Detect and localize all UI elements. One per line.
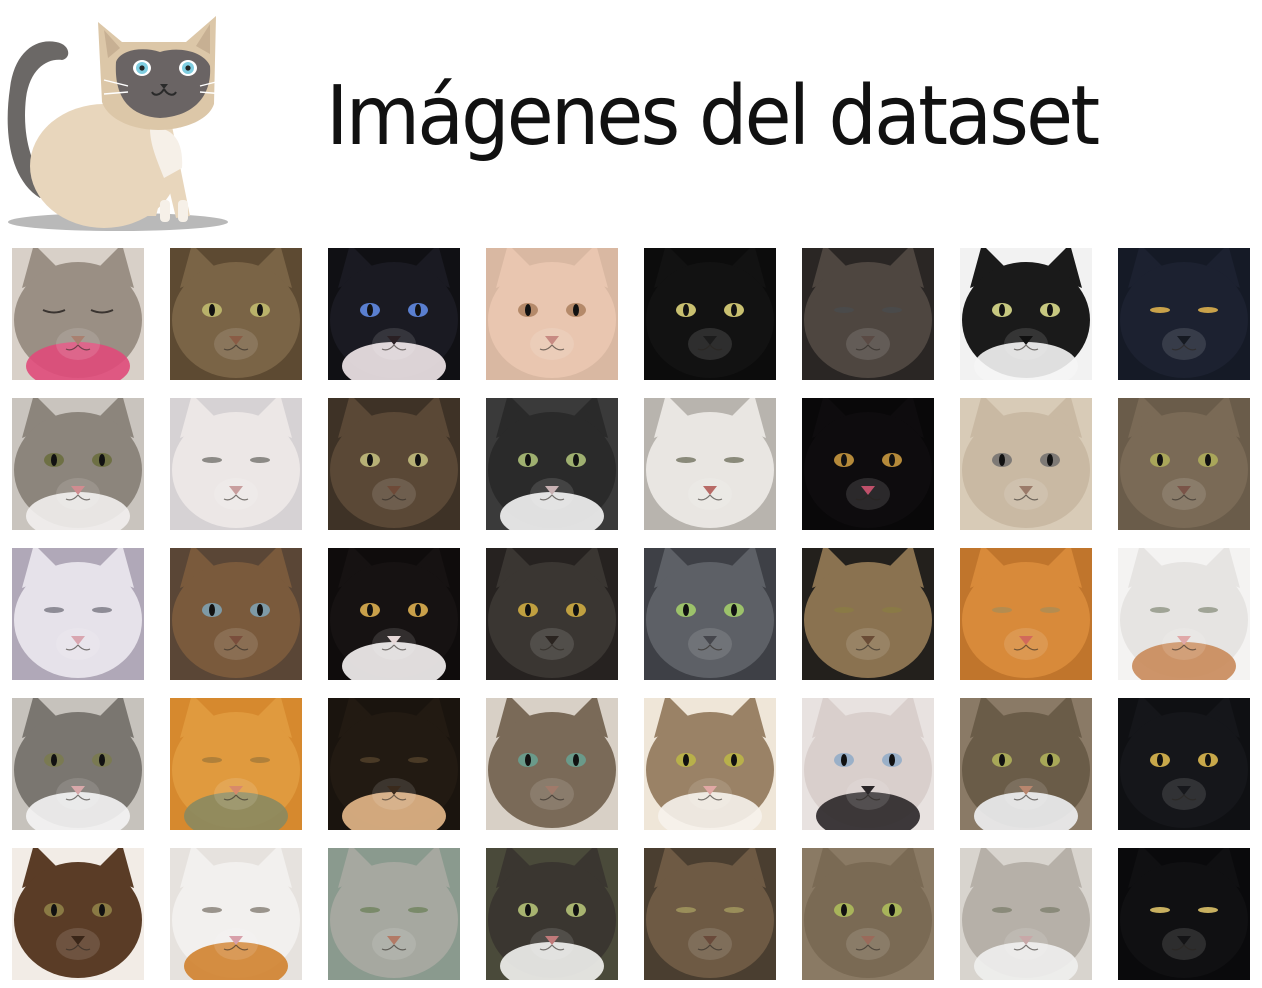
cat-face-image <box>960 248 1092 380</box>
cat-image-tile <box>486 248 618 380</box>
cat-face-image <box>960 548 1092 680</box>
cat-image-tile <box>170 848 302 980</box>
cat-face-image <box>802 398 934 530</box>
cat-face-image <box>1118 398 1250 530</box>
cat-image-tile <box>170 548 302 680</box>
page-title: Imágenes del dataset <box>326 69 1100 164</box>
cat-image-tile <box>1118 248 1250 380</box>
cat-image-tile <box>12 848 144 980</box>
cat-face-image <box>486 248 618 380</box>
cat-face-image <box>328 848 460 980</box>
siamese-cat-icon <box>7 16 228 231</box>
cat-face-image <box>12 848 144 980</box>
cat-face-image <box>960 698 1092 830</box>
cat-face-image <box>486 698 618 830</box>
cat-image-tile <box>12 248 144 380</box>
cat-face-image <box>644 698 776 830</box>
cat-image-tile <box>644 698 776 830</box>
cat-face-image <box>960 398 1092 530</box>
cat-image-tile <box>328 848 460 980</box>
cat-image-tile <box>12 548 144 680</box>
cat-image-tile <box>802 848 934 980</box>
cat-image-tile <box>328 398 460 530</box>
cat-face-image <box>170 548 302 680</box>
cat-face-image <box>802 698 934 830</box>
cat-face-image <box>12 698 144 830</box>
cat-image-tile <box>1118 548 1250 680</box>
cat-image-tile <box>1118 398 1250 530</box>
cat-face-image <box>644 398 776 530</box>
cat-image-tile <box>328 248 460 380</box>
cat-face-image <box>328 398 460 530</box>
cat-image-tile <box>170 398 302 530</box>
cat-image-tile <box>802 548 934 680</box>
cat-face-image <box>170 848 302 980</box>
cat-image-tile <box>644 398 776 530</box>
cat-face-image <box>328 248 460 380</box>
cat-face-image <box>802 248 934 380</box>
cat-image-tile <box>328 698 460 830</box>
cat-image-tile <box>486 698 618 830</box>
cat-face-image <box>644 848 776 980</box>
cat-face-image <box>802 548 934 680</box>
cat-image-tile <box>802 398 934 530</box>
cat-image-tile <box>644 248 776 380</box>
cat-face-image <box>960 848 1092 980</box>
cat-image-tile <box>960 698 1092 830</box>
cat-image-tile <box>644 848 776 980</box>
cat-image-tile <box>12 398 144 530</box>
cat-face-image <box>1118 698 1250 830</box>
cat-face-image <box>170 248 302 380</box>
cat-face-image <box>1118 248 1250 380</box>
cat-image-tile <box>170 248 302 380</box>
cat-image-tile <box>12 698 144 830</box>
cat-face-image <box>328 698 460 830</box>
cat-face-image <box>802 848 934 980</box>
cat-image-tile <box>802 698 934 830</box>
cat-image-tile <box>960 548 1092 680</box>
cat-face-image <box>328 548 460 680</box>
dataset-image-grid <box>12 248 1250 980</box>
cat-image-tile <box>170 698 302 830</box>
cat-face-image <box>12 248 144 380</box>
cat-face-image <box>12 398 144 530</box>
cat-image-tile <box>1118 698 1250 830</box>
cat-face-image <box>486 548 618 680</box>
cat-face-image <box>644 248 776 380</box>
cat-face-image <box>644 548 776 680</box>
cat-image-tile <box>960 248 1092 380</box>
cat-image-tile <box>1118 848 1250 980</box>
cat-image-tile <box>960 848 1092 980</box>
cat-face-image <box>170 398 302 530</box>
cat-image-tile <box>644 548 776 680</box>
cat-image-tile <box>802 248 934 380</box>
cat-face-image <box>1118 548 1250 680</box>
cat-image-tile <box>960 398 1092 530</box>
cat-image-tile <box>486 398 618 530</box>
cat-face-image <box>486 848 618 980</box>
cat-face-image <box>12 548 144 680</box>
cat-face-image <box>170 698 302 830</box>
cat-face-image <box>486 398 618 530</box>
cat-image-tile <box>486 848 618 980</box>
cat-image-tile <box>486 548 618 680</box>
cat-face-image <box>1118 848 1250 980</box>
cat-image-tile <box>328 548 460 680</box>
